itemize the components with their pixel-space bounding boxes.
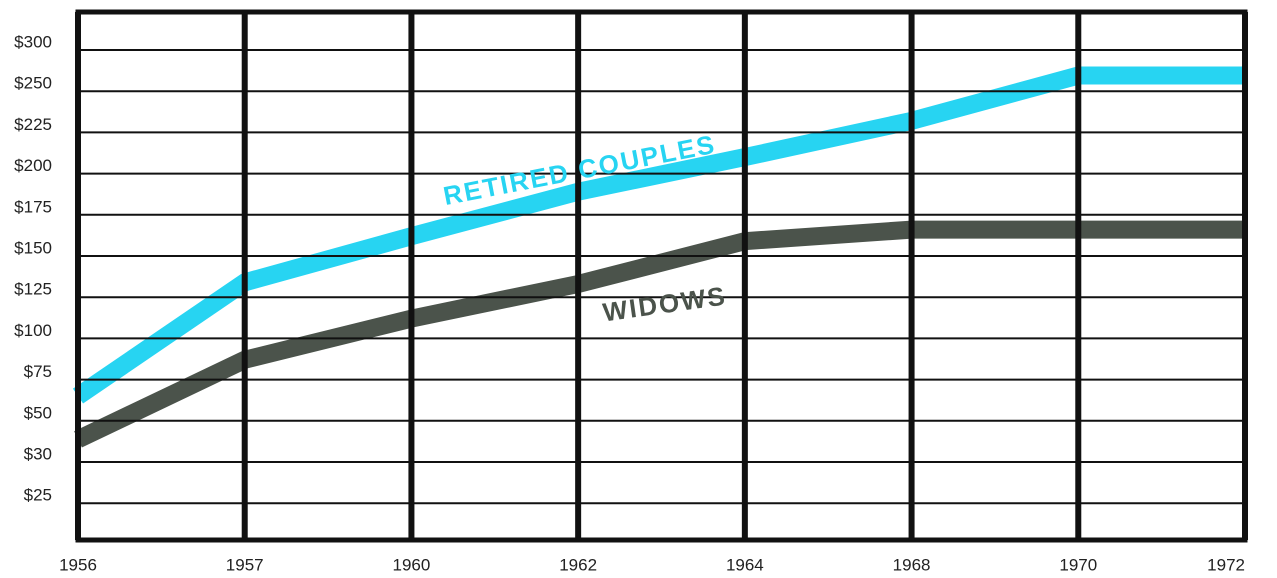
x-tick-label: 1957 <box>226 555 264 574</box>
x-tick-label: 1970 <box>1059 555 1097 574</box>
y-tick-label: $225 <box>14 115 52 134</box>
grid-layer: $300 $250 $225 $200 $175 $150 $125 $100 $75 $50 $3… <box>14 12 1248 574</box>
y-tick-label: $50 <box>24 403 52 422</box>
y-tick-label: $250 <box>14 74 52 93</box>
x-tick-label: 1968 <box>893 555 931 574</box>
x-tick-label: 1956 <box>59 555 97 574</box>
y-tick-label: $25 <box>24 486 52 505</box>
y-tick-label: $200 <box>14 156 52 175</box>
y-tick-label: $300 <box>14 32 52 51</box>
y-tick-label: $125 <box>14 280 52 299</box>
y-tick-label: $75 <box>24 362 52 381</box>
y-tick-label: $30 <box>24 444 52 463</box>
y-tick-label: $175 <box>14 197 52 216</box>
x-tick-label: 1964 <box>726 555 764 574</box>
x-tick-label: 1972 <box>1207 555 1245 574</box>
x-tick-label: 1960 <box>393 555 431 574</box>
series-line <box>74 220 1245 448</box>
y-tick-label: $100 <box>14 321 52 340</box>
x-tick-label: 1962 <box>559 555 597 574</box>
y-tick-label: $150 <box>14 238 52 257</box>
